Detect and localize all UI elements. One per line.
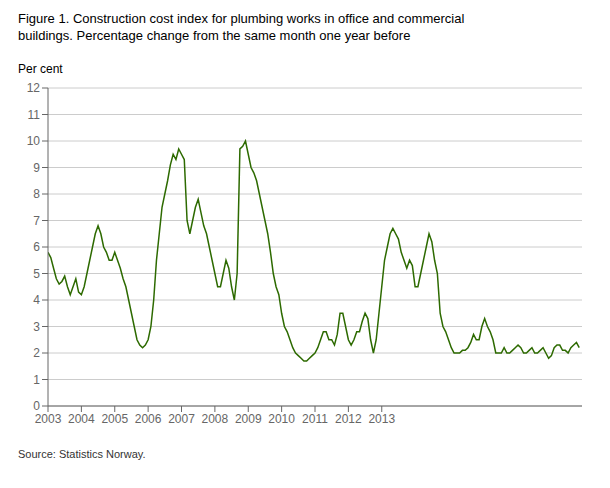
svg-text:2006: 2006 bbox=[135, 412, 162, 426]
html-text:Source: Statistics Norway.: Source: Statistics Norway. bbox=[18, 448, 146, 460]
svg-text:2011: 2011 bbox=[302, 412, 328, 426]
svg-text:2012: 2012 bbox=[335, 412, 362, 426]
svg-text:2010: 2010 bbox=[268, 412, 295, 426]
svg-text:0: 0 bbox=[33, 399, 40, 413]
svg-text:9: 9 bbox=[33, 161, 40, 175]
svg-text:5: 5 bbox=[33, 267, 40, 281]
svg-text:2007: 2007 bbox=[168, 412, 195, 426]
svg-text:3: 3 bbox=[33, 320, 40, 334]
svg-text:2013: 2013 bbox=[368, 412, 395, 426]
svg-text:2003: 2003 bbox=[35, 412, 62, 426]
svg-text:12: 12 bbox=[27, 81, 41, 95]
svg-text:2004: 2004 bbox=[68, 412, 95, 426]
svg-text:2008: 2008 bbox=[202, 412, 229, 426]
svg-text:7: 7 bbox=[33, 214, 40, 228]
svg-text:11: 11 bbox=[28, 108, 41, 122]
svg-text:10: 10 bbox=[27, 134, 41, 148]
html-text:buildings. Percentage change f: buildings. Percentage change from the sa… bbox=[18, 28, 411, 43]
svg-text:8: 8 bbox=[33, 187, 40, 201]
html-text:Per cent: Per cent bbox=[18, 62, 63, 76]
svg-text:2009: 2009 bbox=[235, 412, 262, 426]
svg-text:1: 1 bbox=[33, 373, 40, 387]
html-text:Figure 1. Construction cost in: Figure 1. Construction cost index for pl… bbox=[18, 11, 465, 26]
svg-text:2: 2 bbox=[33, 346, 40, 360]
svg-text:2005: 2005 bbox=[101, 412, 128, 426]
svg-text:4: 4 bbox=[33, 293, 40, 307]
svg-text:6: 6 bbox=[33, 240, 40, 254]
